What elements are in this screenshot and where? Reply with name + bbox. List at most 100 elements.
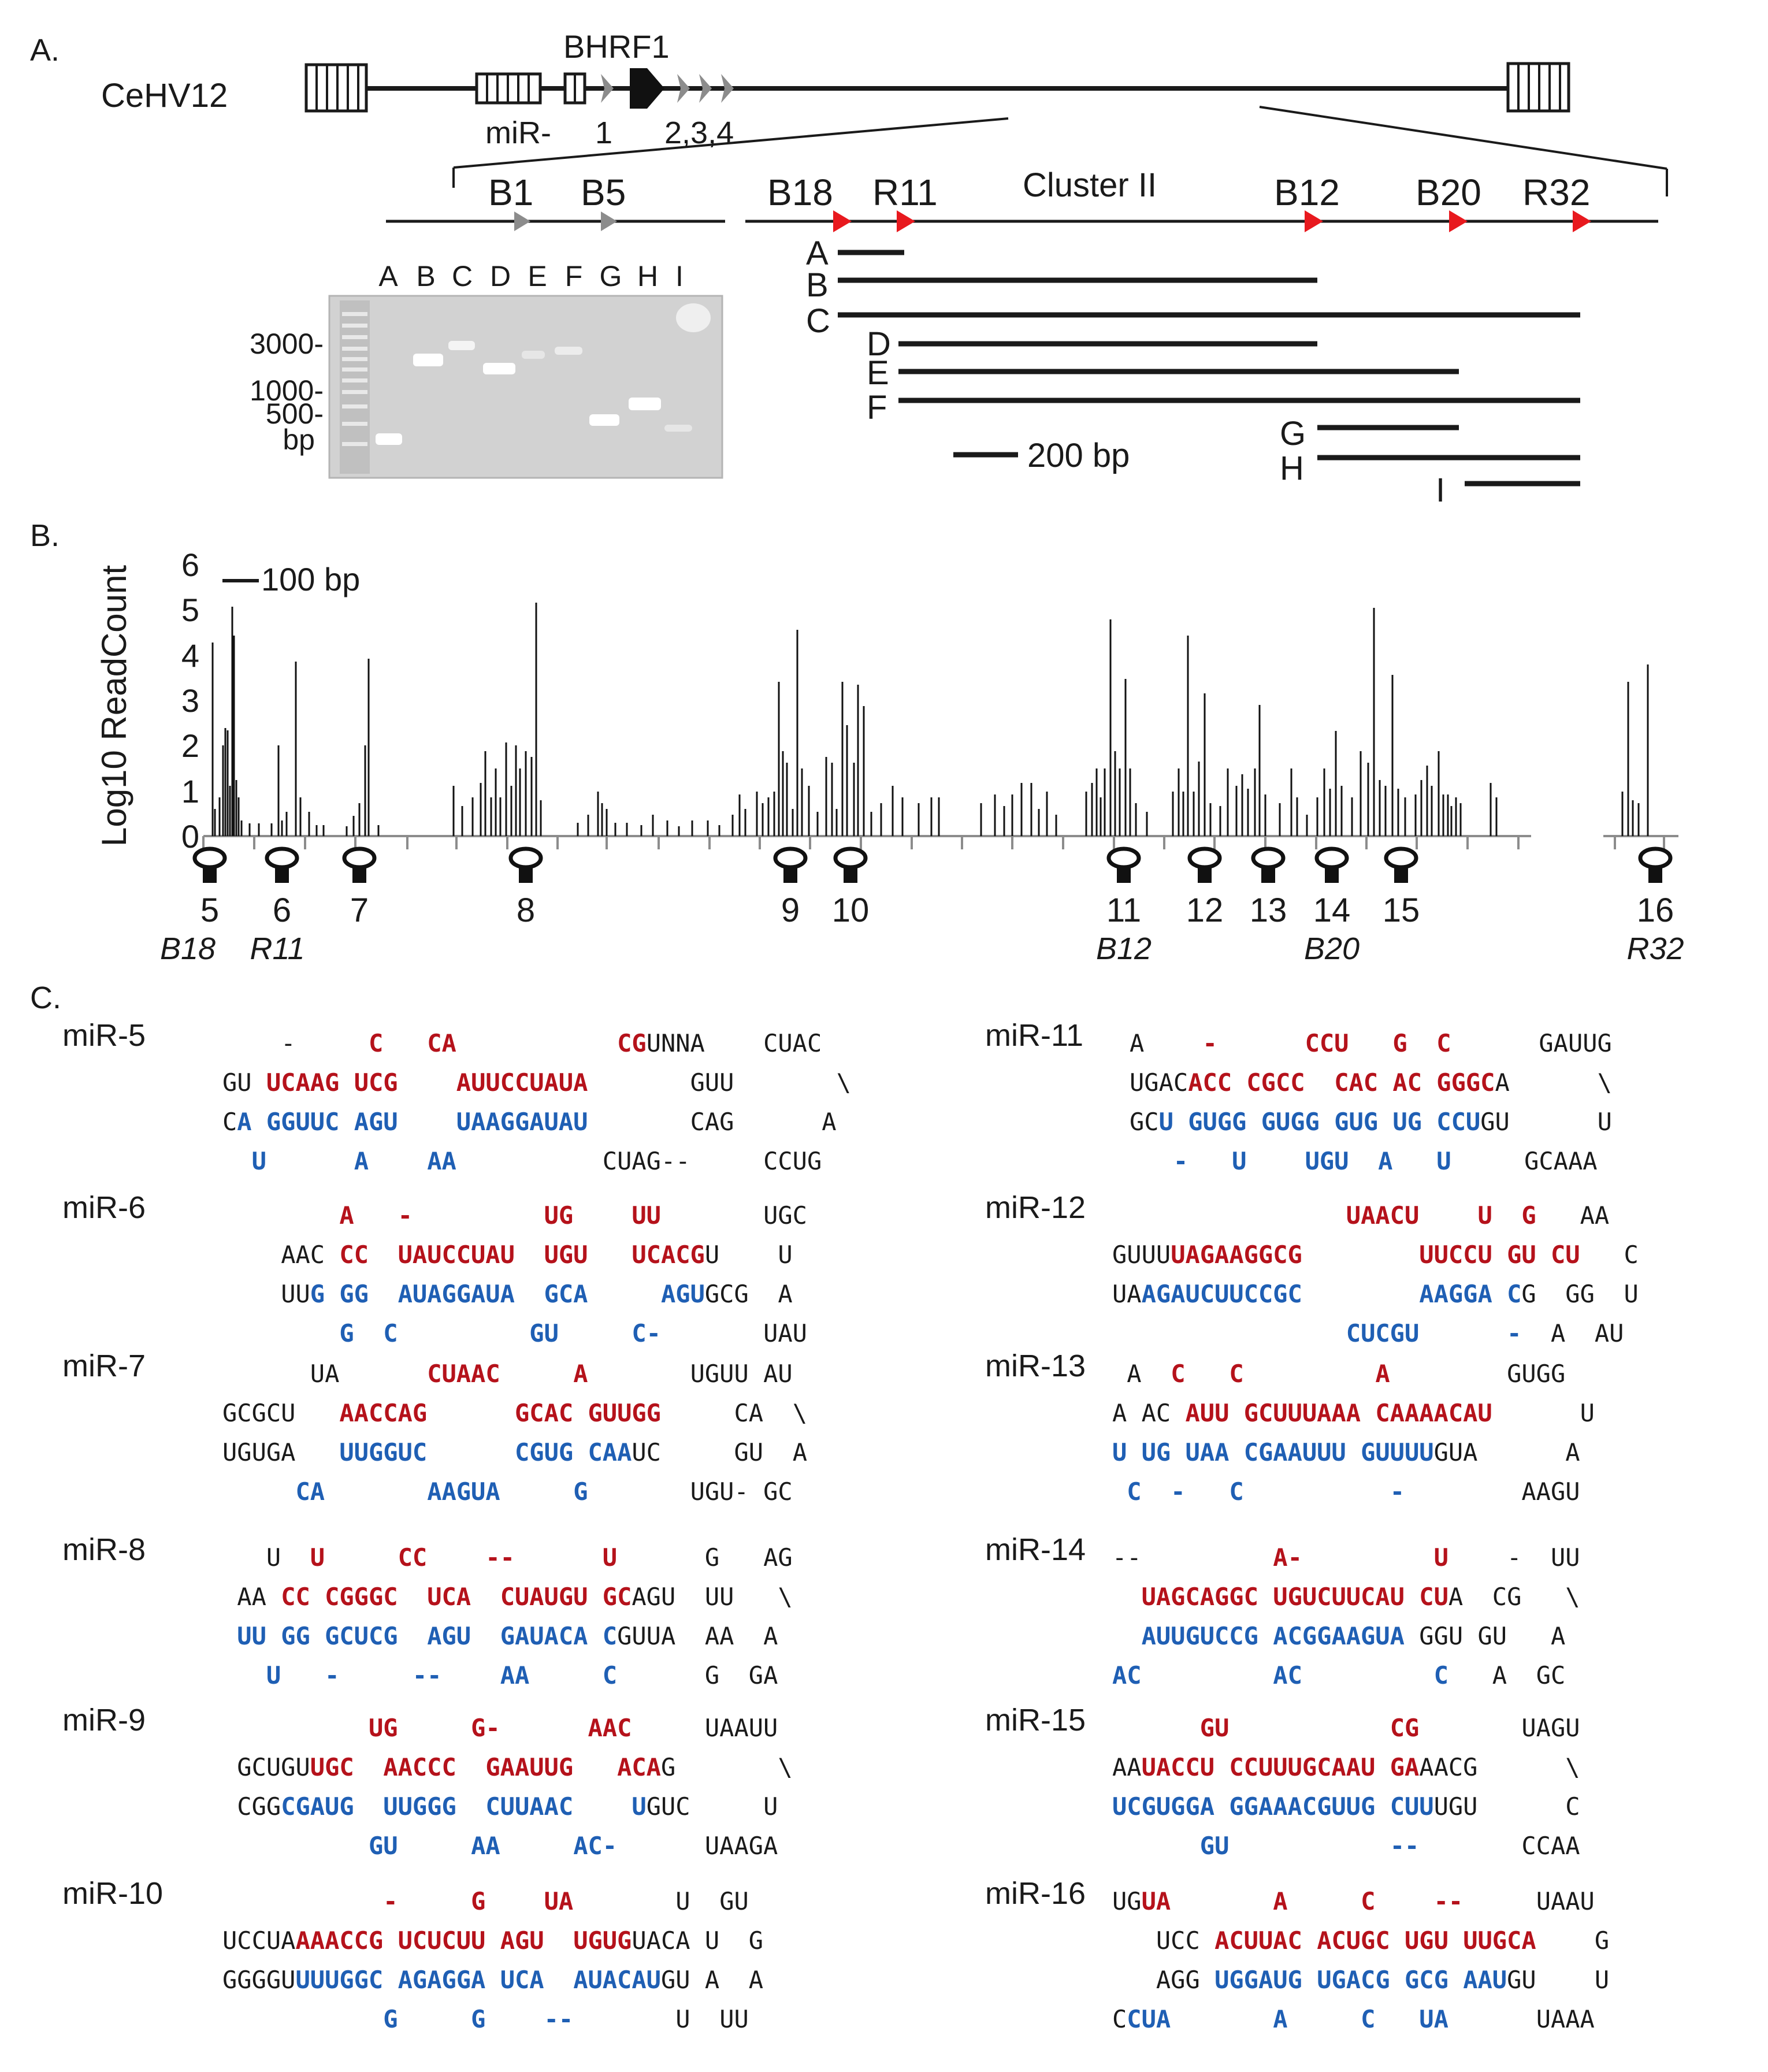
hairpin-seq-segment: U bbox=[1232, 1147, 1246, 1175]
hairpin-seq-segment: UG bbox=[1392, 1108, 1422, 1136]
hairpin-seq-segment: UG bbox=[1112, 1887, 1142, 1915]
hairpin-seq-segment: UC bbox=[632, 1438, 661, 1466]
hairpin-seq-segment: U bbox=[310, 1543, 325, 1572]
hairpin-seq-segment: GCUGU bbox=[237, 1753, 310, 1781]
hairpin-seq-segment: ACGGAAGUA bbox=[1273, 1622, 1405, 1650]
hairpin-seq-segment: AUUCCUAUA bbox=[456, 1068, 588, 1097]
hairpin-seq-segment: GC bbox=[1536, 1661, 1566, 1689]
gel-size-label: bp bbox=[283, 424, 315, 456]
hairpin-seq-segment: AUUGUCCG bbox=[1142, 1622, 1258, 1650]
hairpin-seq-segment: - bbox=[383, 1887, 398, 1915]
hairpin-seq-segment: CUUAAC bbox=[485, 1792, 573, 1821]
hairpin-seq-segment: \ bbox=[1598, 1068, 1612, 1097]
hairpin-seq-segment: A bbox=[1492, 1661, 1507, 1689]
hairpin-seq-segment: CA bbox=[734, 1399, 764, 1427]
hairpin-name: R32 bbox=[1626, 931, 1684, 966]
hairpin-seq-segment: C bbox=[1171, 1360, 1185, 1388]
hairpin-seq-segment: C bbox=[1436, 1029, 1451, 1057]
amplicon-label: A bbox=[806, 235, 829, 272]
hairpin-title: miR-11 bbox=[985, 1018, 1083, 1053]
hairpin-title: miR-10 bbox=[62, 1876, 163, 1911]
hairpin-seq-segment: - bbox=[398, 1201, 413, 1230]
hairpin-seq-segment: GU bbox=[222, 1068, 252, 1097]
hairpin-number: 15 bbox=[1383, 892, 1420, 929]
hairpin-seq-segment: CA bbox=[296, 1477, 325, 1506]
hairpin-seq-segment: AC bbox=[1112, 1661, 1142, 1689]
hairpin-seq-segment: UG bbox=[369, 1714, 398, 1742]
hairpin-seq-segment: GAUUG bbox=[1539, 1029, 1611, 1057]
hairpin-seq-segment: UA bbox=[544, 1887, 574, 1915]
hairpin-number: 10 bbox=[832, 892, 870, 929]
hairpin-seq-segment: CUAC bbox=[763, 1029, 822, 1057]
hairpin-seq-segment: CCUUUGCAAU bbox=[1229, 1753, 1375, 1781]
hairpin-seq-segment: GCAC bbox=[515, 1399, 573, 1427]
hairpin-seq-segment: AAGU bbox=[1521, 1477, 1580, 1506]
hairpin-seq-segment: GG bbox=[1565, 1280, 1595, 1308]
gel-image bbox=[328, 295, 723, 479]
hairpin-seq-segment: CU bbox=[1551, 1241, 1580, 1269]
hairpin-number: 7 bbox=[350, 892, 369, 929]
panel-b: B. Log10 ReadCount 6 5 4 3 2 1 0 100 bp bbox=[30, 518, 1684, 966]
hairpin-seq-segment: CAA bbox=[588, 1438, 632, 1466]
hairpin-seq-segment: A bbox=[778, 1280, 792, 1308]
hairpin-seq-segment: AGU bbox=[632, 1583, 675, 1611]
hairpin-seq-segment: GU bbox=[734, 1438, 764, 1466]
hairpin-seq-segment: -- bbox=[1112, 1543, 1142, 1572]
bhrf1-gene-arrow bbox=[630, 68, 664, 109]
hairpin-seq-segment: C bbox=[1127, 1477, 1141, 1506]
amplicon-lines bbox=[838, 250, 1580, 487]
gel-lane-label: D bbox=[490, 260, 511, 292]
hairpin-seq-segment: C bbox=[1112, 2005, 1127, 2033]
hairpin-seq-segment: C bbox=[1434, 1661, 1448, 1689]
amplicon-label: I bbox=[1436, 471, 1445, 509]
hairpin-seq-segment: AA bbox=[471, 1832, 500, 1860]
hairpin-seq-segment: GA bbox=[1390, 1753, 1420, 1781]
hairpin-seq-segment: UAACU bbox=[1346, 1201, 1419, 1230]
hairpin-number: 14 bbox=[1313, 892, 1351, 929]
cluster-arrows bbox=[833, 210, 1591, 232]
hairpin-seq-segment: C bbox=[1507, 1280, 1521, 1308]
hairpin-seq-segment: UU bbox=[719, 2005, 749, 2033]
hairpin-seq-segment: \ bbox=[1565, 1583, 1580, 1611]
hairpin-seq-segment: \ bbox=[837, 1068, 851, 1097]
amplicon-label: G bbox=[1280, 415, 1306, 452]
hairpin-seq-segment: CC bbox=[281, 1583, 310, 1611]
zoom-lines bbox=[452, 106, 1668, 196]
hairpin-seq-segment: U bbox=[1434, 1543, 1448, 1572]
hairpin-seq-segment: A bbox=[1130, 1029, 1144, 1057]
hairpin-seq-segment: AUU bbox=[1186, 1399, 1230, 1427]
hairpin-seq-segment: UGU bbox=[1434, 1792, 1478, 1821]
hairpin-seq-segment: A bbox=[1551, 1319, 1565, 1347]
hairpin-seq-segment: AA bbox=[1580, 1201, 1610, 1230]
hairpin-seq-segment: UAUCCUAU bbox=[398, 1241, 515, 1269]
hairpin-seq-segment: A bbox=[1448, 1583, 1463, 1611]
hairpin-seq-segment: C bbox=[1229, 1477, 1243, 1506]
hairpin-seq-segment: AUACAU bbox=[573, 1966, 661, 1994]
hairpin-seq-segment: U bbox=[1478, 1201, 1492, 1230]
hairpin-seq-segment: GCAAA bbox=[1524, 1147, 1597, 1175]
mir-1-label: 1 bbox=[595, 116, 612, 150]
hairpin-seq-segment: C bbox=[603, 1661, 617, 1689]
hairpin-seq-segment: AU bbox=[763, 1360, 793, 1388]
hairpin-icon bbox=[342, 846, 377, 883]
hairpin-seq-segment: \ bbox=[778, 1753, 792, 1781]
hairpin-name: B12 bbox=[1096, 931, 1152, 966]
hairpin-seq-segment: CG bbox=[617, 1029, 647, 1057]
hairpin-icons bbox=[192, 846, 1673, 883]
gel-band-h bbox=[629, 398, 661, 410]
repeat-hatching bbox=[315, 64, 1561, 111]
amplicon-labels: A B C D E F G H I bbox=[806, 235, 1445, 509]
y-tick-label: 2 bbox=[181, 727, 199, 764]
hairpin-seq-segment: G bbox=[310, 1280, 325, 1308]
gel-glare bbox=[676, 303, 711, 332]
b5-label: B5 bbox=[581, 172, 626, 213]
scale-label-b: 100 bp bbox=[261, 561, 360, 597]
hairpin-seq-segment: U bbox=[266, 1661, 281, 1689]
hairpin-seq-segment: -- bbox=[485, 1543, 515, 1572]
hairpin-seq-segment: UCUCUU bbox=[398, 1926, 486, 1955]
mir-prefix-label: miR- bbox=[485, 116, 551, 150]
